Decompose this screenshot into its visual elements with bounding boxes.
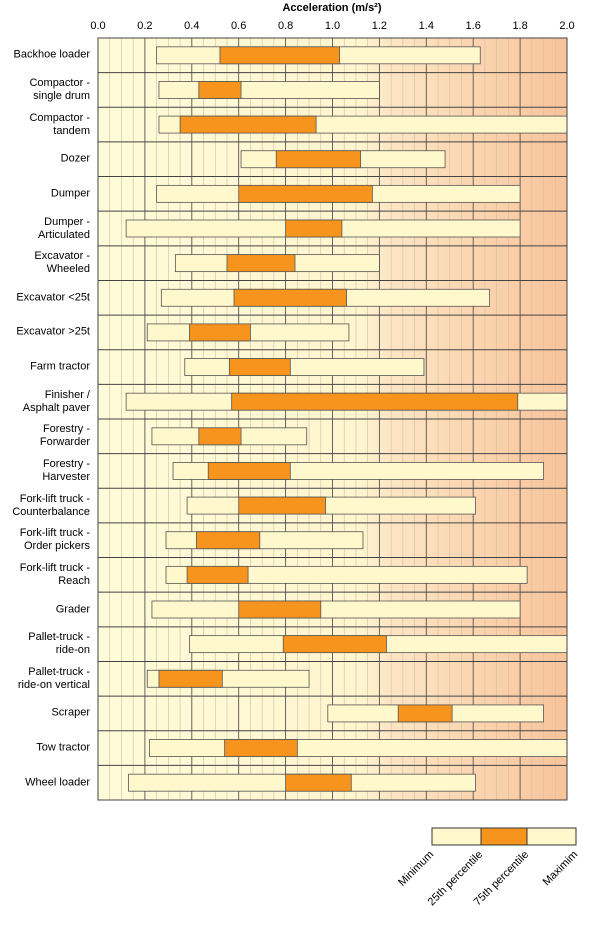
category-label: Excavator - Wheeled (34, 250, 90, 276)
range-bar (158, 81, 380, 99)
iqr-bar (238, 184, 373, 203)
iqr-bar (207, 462, 291, 480)
category-label: Fork-lift truck - Order pickers (19, 527, 90, 553)
iqr-bar (179, 115, 317, 134)
range-bar (149, 739, 568, 757)
iqr-bar (231, 392, 519, 411)
legend-label: Maximim (541, 849, 581, 889)
iqr-bar (285, 219, 343, 238)
legend-iqr (480, 827, 528, 846)
category-label: Compactor - single drum (29, 76, 90, 102)
iqr-bar (228, 358, 291, 376)
category-label: Excavator >25t (16, 325, 90, 338)
x-axis-title: Acceleration (m/s²) (282, 2, 381, 14)
iqr-bar (198, 427, 242, 446)
x-tick-label: 0.8 (278, 20, 293, 32)
category-label: Dumper - Articulated (38, 215, 90, 241)
category-label: Finisher / Asphalt paver (22, 388, 90, 414)
range-bar (151, 600, 521, 619)
iqr-bar (226, 254, 296, 273)
iqr-bar (285, 773, 352, 792)
category-label: Excavator <25t (16, 291, 90, 304)
iqr-bar (189, 323, 251, 342)
category-label: Fork-lift truck - Reach (19, 561, 90, 587)
x-tick-label: 2.0 (559, 20, 574, 32)
category-label: Scraper (51, 706, 90, 719)
iqr-bar (198, 81, 242, 99)
plot-frame (97, 37, 568, 801)
x-tick-label: 0.2 (137, 20, 152, 32)
legend-label: Minimum (396, 849, 436, 889)
iqr-bar (224, 739, 298, 757)
iqr-bar (233, 288, 347, 307)
iqr-bar (158, 669, 223, 688)
x-tick-label: 0.6 (231, 20, 246, 32)
range-bar (165, 565, 528, 584)
iqr-bar (238, 496, 326, 515)
iqr-bar (238, 600, 322, 619)
category-label: Fork-lift truck - Counterbalance (12, 492, 90, 518)
x-tick-label: 1.8 (512, 20, 527, 32)
category-label: Backhoe loader (13, 48, 90, 61)
range-bar (184, 358, 425, 376)
iqr-bar (282, 635, 387, 654)
x-tick-label: 1.0 (325, 20, 340, 32)
x-tick-label: 1.4 (419, 20, 434, 32)
iqr-bar (196, 531, 261, 550)
category-label: Forestry - Harvester (42, 457, 90, 483)
iqr-bar (275, 150, 362, 169)
iqr-bar (397, 704, 453, 723)
category-label: Wheel loader (25, 776, 90, 789)
category-label: Dozer (60, 152, 90, 165)
x-tick-label: 0.0 (90, 20, 105, 32)
x-tick-label: 1.6 (466, 20, 481, 32)
category-label: Pallet-truck - ride-on vertical (17, 665, 90, 691)
iqr-bar (219, 46, 340, 65)
range-bar (165, 531, 364, 550)
iqr-bar (186, 565, 249, 584)
category-label: Compactor - tandem (29, 111, 90, 137)
x-tick-label: 1.2 (372, 20, 387, 32)
category-label: Farm tractor (30, 360, 90, 373)
category-label: Tow tractor (36, 741, 90, 754)
x-tick-label: 0.4 (184, 20, 199, 32)
category-label: Grader (55, 603, 90, 615)
category-label: Pallet-truck - ride-on (28, 631, 90, 657)
range-bar (186, 496, 476, 515)
category-label: Dumper (50, 187, 90, 200)
category-label: Forestry - Forwarder (39, 423, 90, 449)
